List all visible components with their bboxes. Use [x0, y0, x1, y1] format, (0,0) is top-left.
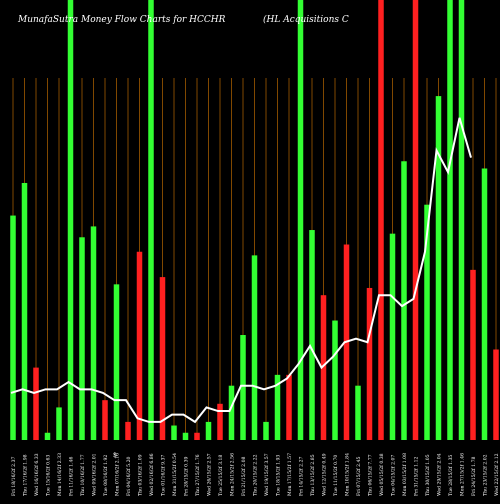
bar: [148, 0, 154, 440]
bar: [228, 385, 235, 440]
x-tick-label: Mon 07/16/2f 2.16: [115, 453, 121, 496]
x-tick-label: Fri 11/16/2f 1.46: [69, 457, 75, 496]
x-tick-label: Mon 03/15/2f 1.08: [402, 453, 408, 496]
bar: [401, 161, 407, 440]
x-tick-label: Tue 04/15/2f 2.07: [391, 455, 397, 496]
x-tick-label: Wed 29/15/2f 2.04: [437, 453, 443, 496]
bar: [320, 295, 327, 440]
x-tick-label: Fri 14/15/2f 2.27: [299, 457, 305, 496]
chart-subtitle: (HL Acquisitions C: [263, 14, 349, 25]
x-tick-labels: Fri 18/16/2f 2.37 Thu 17/16/2f 1.98 Wed 16…: [11, 453, 500, 496]
bar: [332, 320, 338, 440]
bar: [447, 0, 453, 440]
bar: [90, 226, 97, 440]
x-tick-label: Fri 21/15/2f 2.08: [241, 457, 247, 496]
x-tick-label: Thu 10/16/2f 1.77: [80, 454, 86, 496]
x-tick-label: Mon 27/15/2f 1.46: [460, 453, 466, 496]
x-tick-label: Mon 14/16/2f 2.33: [57, 453, 63, 496]
bar: [10, 215, 16, 440]
bar: [251, 255, 258, 440]
bar: [458, 0, 465, 440]
x-tick-label: Fri 31/15/2f 1.12: [414, 457, 420, 496]
x-tick-label: Thu 27/15/2f 1.76: [195, 454, 201, 496]
x-tick-label: Fri 04/16/2f 5.20: [126, 457, 132, 496]
x-tick-label: Tue 15/16/2f 0.63: [46, 455, 52, 496]
x-tick-label: Wed 26/15/2f 2.57: [207, 453, 213, 496]
bar: [79, 237, 85, 440]
bar: [194, 432, 200, 440]
bar: [67, 0, 74, 440]
x-tick-label: Thu 20/15/2f 2.22: [253, 454, 259, 496]
bar: [481, 168, 488, 440]
bar: [470, 269, 476, 440]
bar: [263, 421, 269, 440]
money-flow-line: [10, 117, 472, 424]
bar: [205, 421, 212, 440]
x-tick-label: Thu 13/15/2f 2.85: [310, 454, 316, 496]
x-tick-label: Fri 24/15/2f 1.78: [471, 457, 477, 496]
bar: [136, 251, 143, 440]
x-tick-label: Wed 09/16/2f 2.01: [92, 453, 98, 496]
bar: [389, 233, 396, 440]
bar: [493, 349, 499, 440]
x-tick-label: Tue 01/16/2f 9.37: [161, 455, 167, 496]
x-tick-label: Wed 16/16/2f 6.33: [34, 453, 40, 496]
x-tick-label: Wed 12/15/2f 0.49: [322, 453, 328, 496]
bar: [113, 284, 120, 440]
x-tick-label: Mon 17/15/2f 1.57: [287, 453, 293, 496]
bar: [159, 277, 166, 440]
bar: [102, 400, 108, 440]
x-tick-label: Tue 28/15/2f 1.35: [448, 455, 454, 496]
stray-label: $: [113, 452, 117, 459]
bar: [297, 0, 304, 440]
x-tick-label: Mon 10/15/2f 1.84: [345, 453, 351, 496]
x-tick-label: Wed 05/15/2f 0.38: [379, 453, 385, 496]
x-tick-label: Tue 08/16/2f 1.92: [103, 455, 109, 496]
x-tick-label: Thu 30/15/2f 1.05: [425, 454, 431, 496]
bar: [355, 385, 361, 440]
bar: [125, 421, 131, 440]
x-tick-label: Thu 17/16/2f 1.98: [23, 454, 29, 496]
bar: [412, 0, 419, 440]
x-tick-label: Mon 31/15/2f 0.54: [172, 453, 178, 496]
x-tick-label: Wed 19/15/2f 3.57: [264, 453, 270, 496]
bar: [309, 230, 315, 440]
bar: [240, 335, 246, 440]
bar: [286, 374, 292, 440]
x-tick-label: Wed 02/16/2f 6.86: [149, 453, 155, 496]
bar: [182, 432, 189, 440]
x-tick-label: Thu 23/15/2f 2.02: [483, 454, 489, 496]
x-tick-label: Tue 18/15/2f 1.93: [276, 455, 282, 496]
bar: [33, 367, 39, 440]
bar: [217, 403, 223, 440]
bar: [21, 182, 28, 441]
x-tick-label: Fri 28/15/2f 0.39: [184, 457, 190, 496]
chart-title: MunafaSutra Money Flow Charts for HCCHR: [17, 15, 226, 25]
bar: [378, 0, 384, 440]
money-flow-line-group: [10, 117, 472, 424]
x-tick-label: Wed 22/15/2f 2.12: [494, 453, 500, 496]
bar: [56, 407, 62, 440]
x-tick-label: Tue 25/15/2f 3.18: [218, 455, 224, 496]
bar: [435, 96, 442, 440]
bar: [171, 425, 177, 440]
x-tick-label: Fri 07/15/2f 2.45: [356, 457, 362, 496]
bar: [366, 287, 373, 440]
x-tick-label: Fri 18/16/2f 2.37: [11, 457, 17, 496]
x-tick-label: Thu 06/15/2f 7.77: [368, 454, 374, 496]
bar: [424, 204, 430, 440]
bars-group: [10, 0, 499, 441]
bar: [44, 432, 51, 440]
x-tick-label: Tue 11/15/2f 0.70: [333, 455, 339, 496]
bar: [274, 374, 281, 440]
x-tick-label: Mon 24/15/2f 2.56: [230, 453, 236, 496]
x-tick-label: Thu 03/16/2f 1.09: [138, 454, 144, 496]
